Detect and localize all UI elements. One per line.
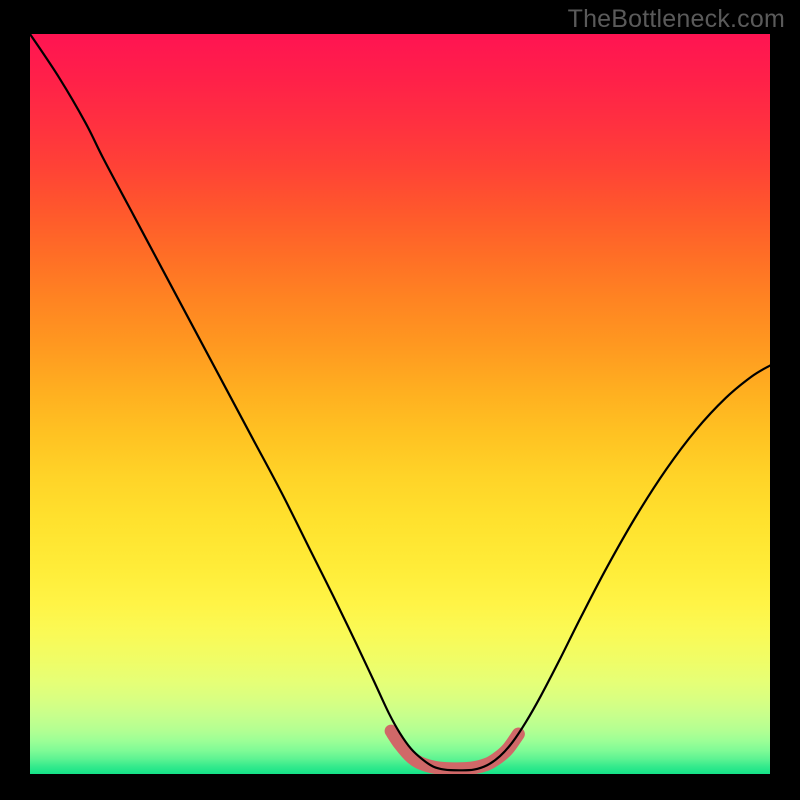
gradient-background (30, 34, 770, 774)
watermark-text: TheBottleneck.com (568, 5, 785, 34)
plot-area (30, 34, 770, 774)
chart-frame: TheBottleneck.com (0, 0, 800, 800)
plot-svg (30, 34, 770, 774)
